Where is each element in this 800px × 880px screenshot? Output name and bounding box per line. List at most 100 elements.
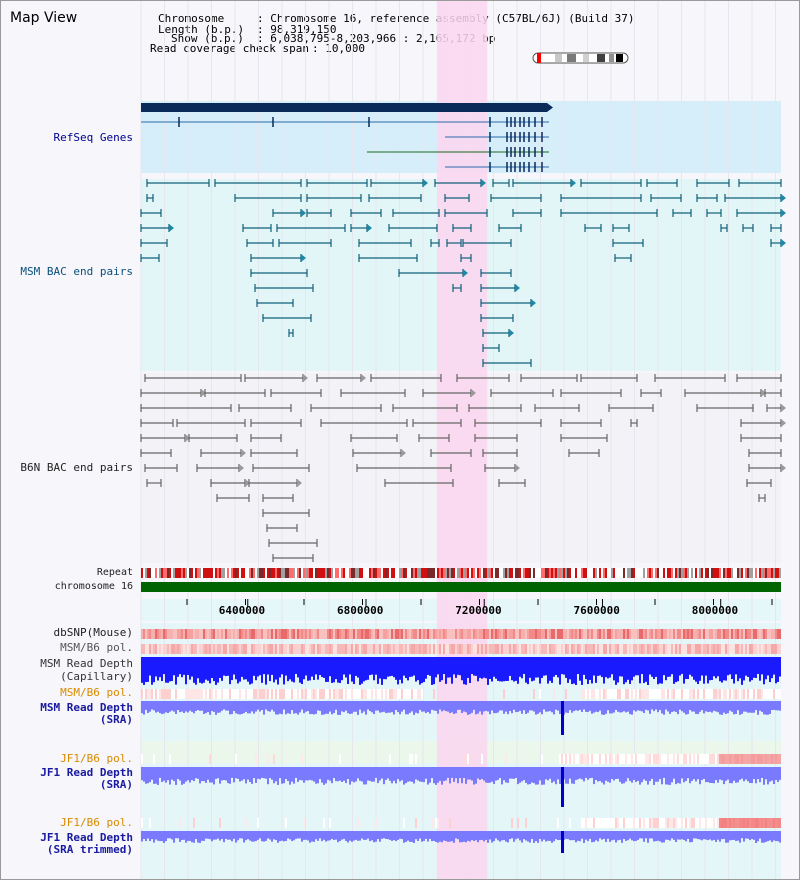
jf1-trimmed-depth-bar (577, 831, 579, 841)
msm-sra-depth-bar (623, 701, 625, 712)
jf1-sra-depth-bar (591, 767, 593, 778)
jf1-pol-cell (575, 754, 577, 764)
dbsnp-cell (247, 629, 249, 639)
msm-capillary-depth-bar (553, 657, 555, 677)
jf1-sra-depth-bar (597, 767, 599, 782)
msm-pol2-cell (399, 689, 401, 699)
jf1-trimmed-depth-bar (583, 831, 585, 843)
jf1-trimmed-depth-sublabel: (SRA trimmed) (46, 843, 133, 856)
msm-pol-cell (357, 644, 359, 654)
msm-pol-cell (175, 644, 177, 654)
jf1-trimmed-depth-bar (649, 831, 651, 839)
bac-end-pair (460, 254, 472, 262)
msm-pol-cell (355, 644, 357, 654)
jf1-sra-depth-bar (171, 767, 173, 780)
jf1-pol2-cell (621, 818, 623, 828)
dbsnp-cell (397, 629, 399, 639)
msm-pol-cell (323, 644, 325, 654)
jf1-pol2-cell (653, 818, 655, 828)
repeat-block (595, 568, 597, 578)
msm-capillary-depth-bar (209, 657, 211, 684)
msm-pol-cell (635, 644, 637, 654)
dbsnp-cell (779, 629, 781, 639)
msm-capillary-depth-bar (759, 657, 761, 681)
msm-capillary-depth-bar (403, 657, 405, 676)
dbsnp-cell (559, 629, 561, 639)
msm-pol2-cell (619, 689, 621, 699)
jf1-sra-depth-bar (327, 767, 329, 780)
repeat-block (519, 568, 521, 578)
msm-sra-depth-bar (567, 701, 569, 713)
repeat-block (499, 568, 501, 578)
repeat-block (711, 568, 713, 578)
msm-pol-cell (183, 644, 185, 654)
jf1-pol2-cell (641, 818, 643, 828)
jf1-trimmed-depth-bar (711, 831, 713, 841)
msm-sra-depth-label: MSM Read Depth (40, 701, 133, 714)
repeat-block (747, 568, 749, 578)
msm-pol-cell (185, 644, 187, 654)
msm-capillary-depth-bar (457, 657, 459, 675)
msm-capillary-depth-bar (701, 657, 703, 676)
msm-pol-cell (361, 644, 363, 654)
msm-sra-depth-bar (471, 701, 473, 713)
chromosome-ideogram-icon[interactable] (532, 52, 629, 64)
msm-capillary-depth-bar (693, 657, 695, 680)
msm-capillary-depth-bar (295, 657, 297, 674)
msm-capillary-depth-bar (391, 657, 393, 676)
jf1-sra-depth-bar (215, 767, 217, 779)
jf1-pol2-cell (141, 818, 143, 828)
msm-sra-depth-bar (177, 701, 179, 710)
jf1-sra-depth-bar (323, 767, 325, 785)
msm-pol-cell (467, 644, 469, 654)
jf1-sra-depth-bar (507, 767, 509, 783)
msm-pol2-cell (311, 689, 313, 699)
msm-pol-cell (299, 644, 301, 654)
msm-capillary-depth-bar (225, 657, 227, 677)
msm-pol2-cell (201, 689, 203, 699)
msm-pol2-cell (633, 689, 635, 699)
msm-capillary-depth-bar (169, 657, 171, 682)
dbsnp-cell (237, 629, 239, 639)
msm-capillary-depth-bar (143, 657, 145, 685)
msm-pol2-cell (193, 689, 195, 699)
msm-sra-depth-bar (451, 701, 453, 713)
jf1-trimmed-depth-bar (389, 831, 391, 840)
jf1-sra-depth-bar (653, 767, 655, 785)
bac-end-pair (252, 464, 310, 472)
jf1-sra-depth-bar (267, 767, 269, 785)
bac-end-pair (482, 344, 500, 352)
msm-capillary-depth-bar (763, 657, 765, 685)
msm-sra-depth-bar (535, 701, 537, 715)
msm-pol-cell (329, 644, 331, 654)
msm-sra-depth-bar (223, 701, 225, 710)
msm-sra-depth-bar (179, 701, 181, 713)
bac-end-pair (350, 209, 382, 217)
repeat-block (693, 568, 695, 578)
jf1-trimmed-depth-bar (729, 831, 731, 841)
msm-capillary-depth-bar (459, 657, 461, 676)
msm-capillary-depth-bar (207, 657, 209, 681)
bac-end-pair (140, 224, 174, 232)
dbsnp-cell (207, 629, 209, 639)
msm-sra-depth-bar (571, 701, 573, 713)
msm-pol2-cell (761, 689, 763, 699)
msm-capillary-depth-bar (211, 657, 213, 678)
dbsnp-cell (303, 629, 305, 639)
dbsnp-cell (673, 629, 675, 639)
jf1-trimmed-depth-bar (415, 831, 417, 840)
msm-capillary-depth-bar (213, 657, 215, 682)
msm-pol-cell (709, 644, 711, 654)
bac-end-pair (250, 449, 298, 457)
repeat-block (629, 568, 631, 578)
msm-sra-depth-bar (391, 701, 393, 713)
jf1-pol-cell (481, 754, 483, 764)
jf1-sra-depth-bar (657, 767, 659, 782)
dbsnp-cell (679, 629, 681, 639)
msm-capillary-depth-bar (633, 657, 635, 677)
repeat-block (413, 568, 415, 578)
jf1-trimmed-depth-bar (157, 831, 159, 841)
repeat-block (599, 568, 601, 578)
jf1-pol-cell (647, 754, 649, 764)
